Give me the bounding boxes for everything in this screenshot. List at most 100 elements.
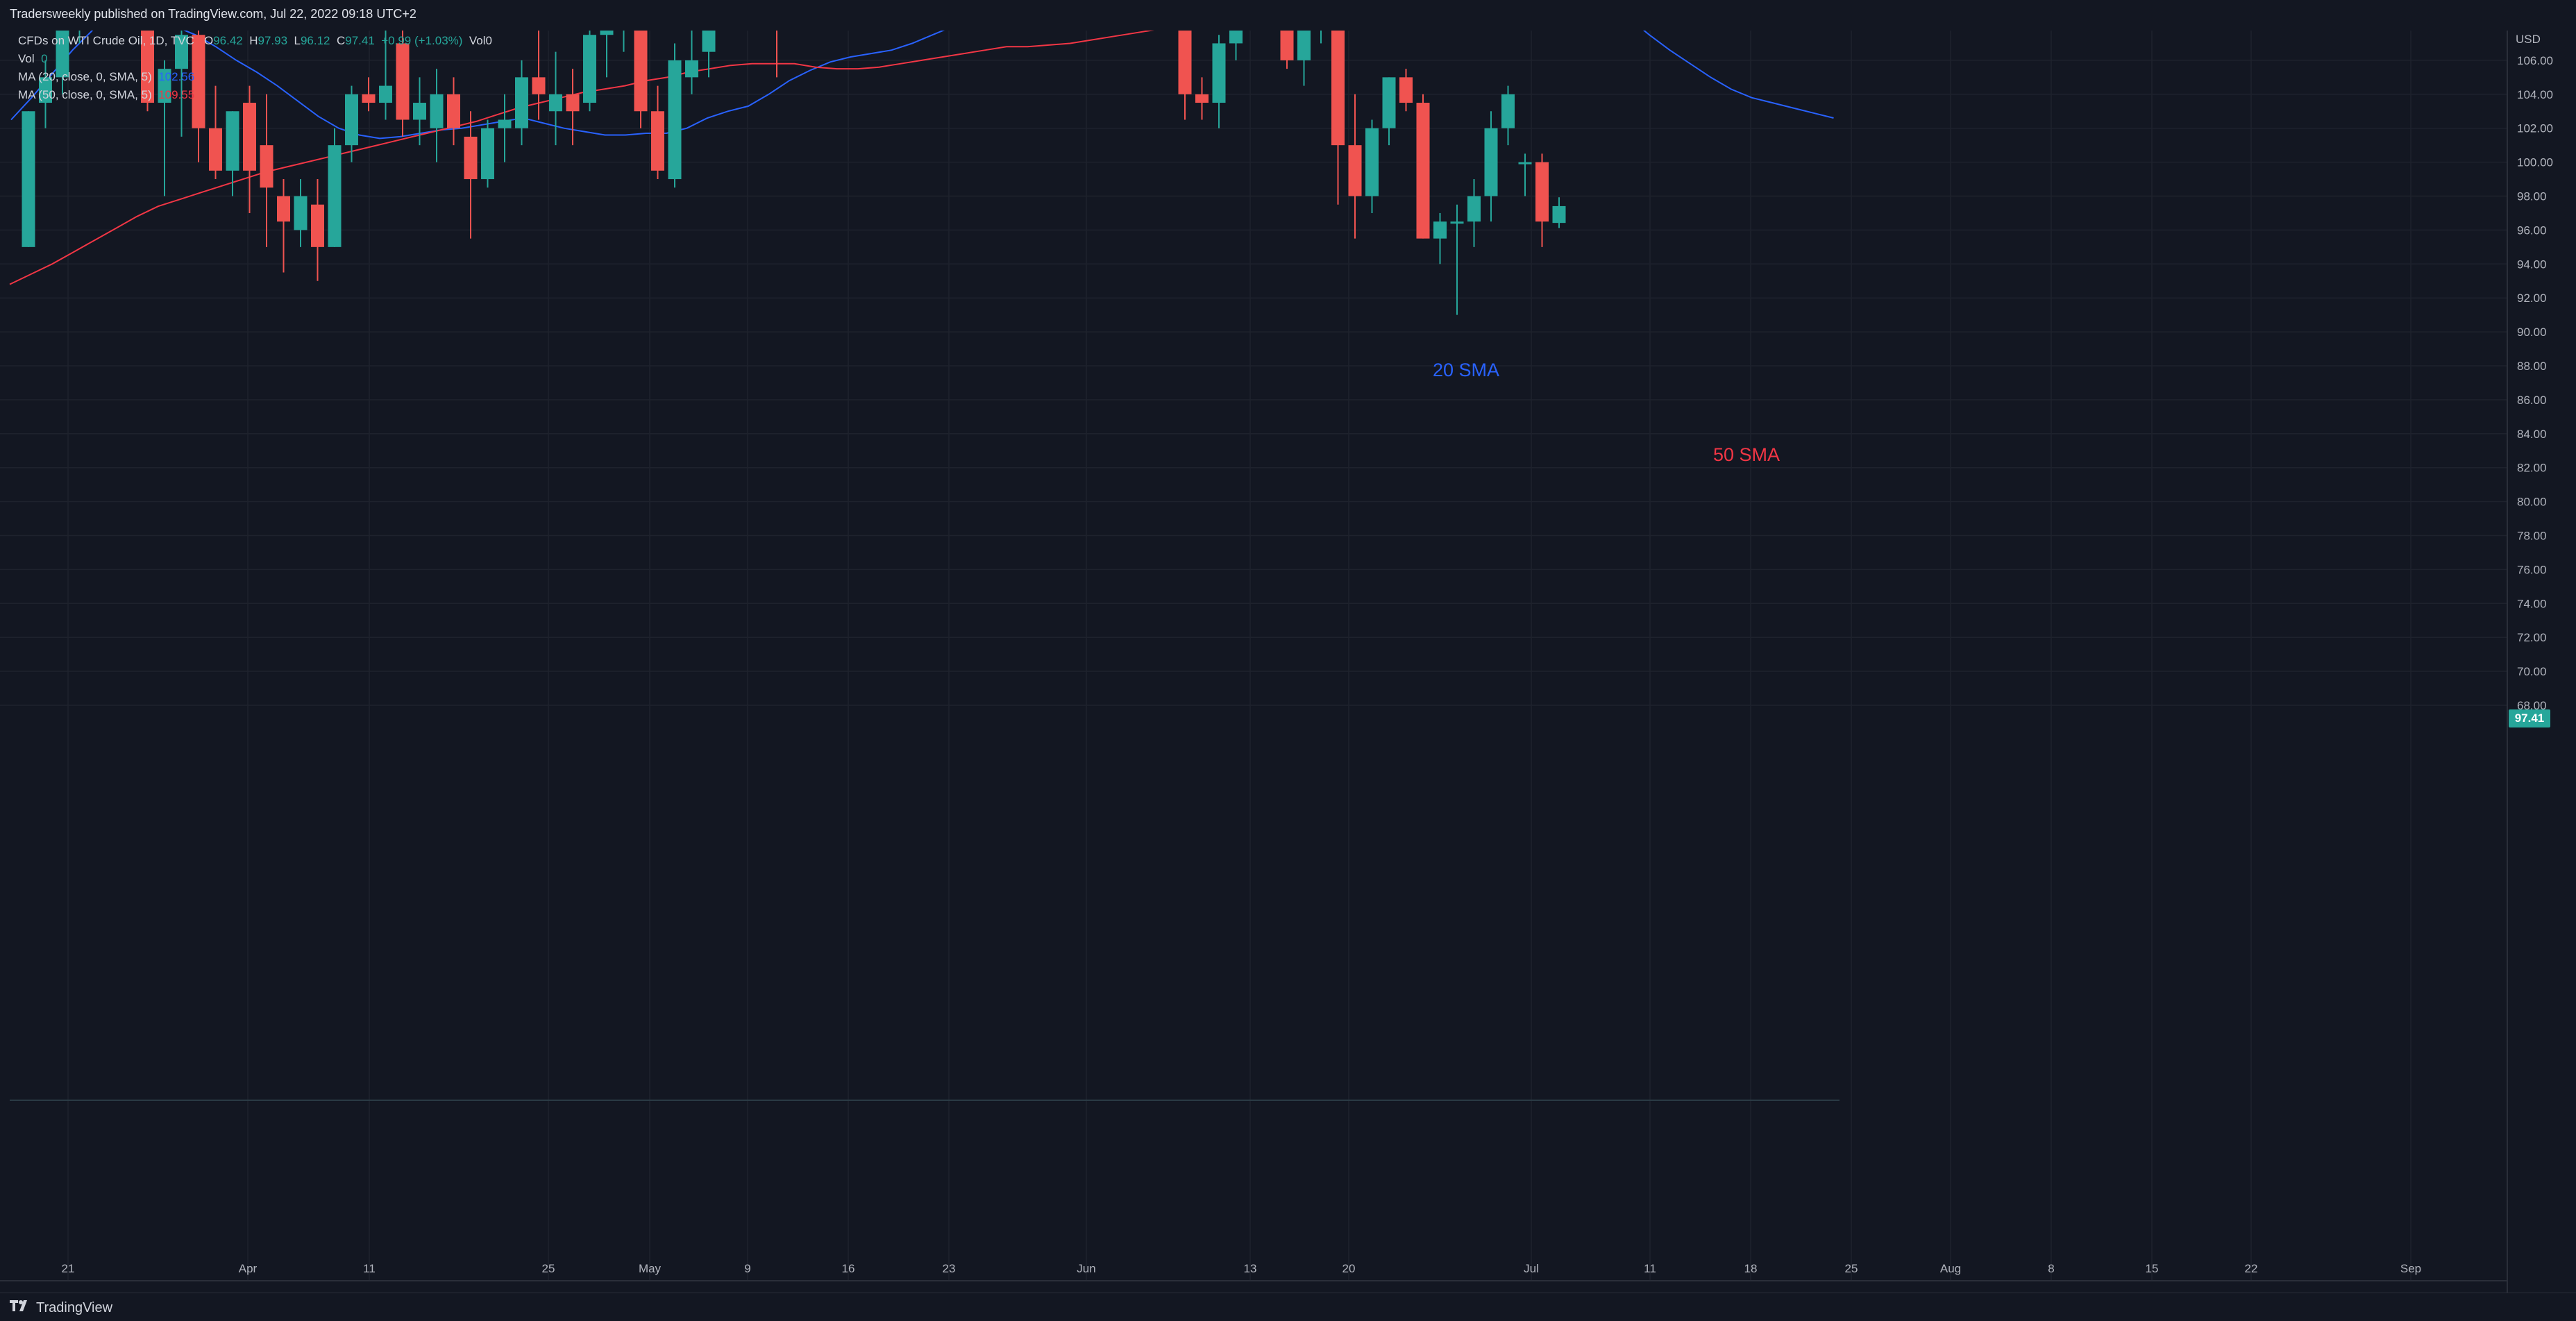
legend-vol-label: Vol xyxy=(18,52,35,65)
candle-body xyxy=(226,111,239,171)
candle[interactable] xyxy=(1229,31,1243,60)
candle-body xyxy=(39,77,52,103)
legend-ma50-row[interactable]: MA (50, close, 0, SMA, 5) 109.55 xyxy=(18,86,492,104)
candle[interactable] xyxy=(1467,179,1481,247)
tradingview-logo[interactable]: TradingView xyxy=(10,1299,112,1317)
candle[interactable] xyxy=(532,31,546,120)
price-tick-label: 86.00 xyxy=(2517,394,2547,407)
candle[interactable] xyxy=(39,60,52,128)
candle[interactable] xyxy=(175,31,188,137)
candle[interactable] xyxy=(651,85,664,180)
time-tick-label: 25 xyxy=(1845,1262,1858,1275)
time-axis[interactable]: 21 Apr 11 25 May 9 16 23 Jun 13 20 Jul 11 18 25 Aug 8 15 2… xyxy=(62,1262,2422,1275)
candle[interactable] xyxy=(396,31,410,137)
candle[interactable] xyxy=(685,31,698,94)
grid-lines xyxy=(0,31,2507,1281)
candle-body xyxy=(362,94,376,103)
candle[interactable] xyxy=(600,31,614,78)
candle-body xyxy=(209,128,222,171)
candle[interactable] xyxy=(294,179,308,247)
candle[interactable] xyxy=(1382,77,1396,146)
price-tick-label: 92.00 xyxy=(2517,292,2547,305)
candle-body xyxy=(22,111,35,247)
candle[interactable] xyxy=(1416,94,1430,239)
price-tick-label: 98.00 xyxy=(2517,190,2547,203)
candle[interactable] xyxy=(362,77,376,112)
candle[interactable] xyxy=(1280,31,1294,69)
candle[interactable] xyxy=(345,85,358,162)
candle[interactable] xyxy=(158,60,171,196)
candle[interactable] xyxy=(617,31,630,52)
candle[interactable] xyxy=(22,111,35,247)
candle[interactable] xyxy=(464,111,478,239)
legend-ma20-row[interactable]: MA (20, close, 0, SMA, 5) 102.56 xyxy=(18,68,492,86)
candle[interactable] xyxy=(498,94,512,162)
candle[interactable] xyxy=(141,31,154,112)
candle[interactable] xyxy=(771,31,784,78)
candle[interactable] xyxy=(1399,69,1413,112)
legend-ma20-label: MA (20, close, 0, SMA, 5) xyxy=(18,70,152,83)
candle-body xyxy=(651,111,664,171)
candle[interactable] xyxy=(668,43,682,188)
candle[interactable] xyxy=(1433,212,1447,264)
time-tick-label: 8 xyxy=(2048,1262,2054,1275)
time-tick-label: 16 xyxy=(842,1262,855,1275)
price-chart[interactable]: 68.00 70.00 72.00 74.00 76.00 78.00 80.00 82.00… xyxy=(0,31,2576,1293)
candle[interactable] xyxy=(634,31,648,128)
time-tick-label: May xyxy=(639,1262,662,1275)
candles[interactable] xyxy=(22,31,1566,315)
tradingview-brand-text: TradingView xyxy=(36,1299,113,1315)
candle[interactable] xyxy=(583,31,596,112)
publisher-bar: Tradersweekly published on TradingView.c… xyxy=(0,0,2576,31)
candle-body xyxy=(56,31,69,78)
candle[interactable] xyxy=(447,77,460,146)
candle-body xyxy=(1484,128,1498,196)
candle[interactable] xyxy=(1348,94,1362,239)
candle[interactable] xyxy=(379,31,392,120)
time-tick-label: Jul xyxy=(1524,1262,1539,1275)
candle[interactable] xyxy=(515,60,528,146)
time-tick-label: 11 xyxy=(1644,1262,1656,1275)
candle[interactable] xyxy=(1518,153,1532,196)
candle[interactable] xyxy=(702,31,716,78)
candle-body xyxy=(1416,103,1430,239)
legend-low: 96.12 xyxy=(300,34,330,47)
candle[interactable] xyxy=(1331,31,1345,205)
candle-body xyxy=(566,94,580,112)
legend-open-label: O xyxy=(203,34,214,47)
candle[interactable] xyxy=(209,85,222,180)
candle[interactable] xyxy=(549,51,562,146)
candle[interactable] xyxy=(566,69,580,146)
candle[interactable] xyxy=(192,31,205,162)
last-price-tag: 97.41 xyxy=(2509,709,2550,727)
candle-body xyxy=(1501,94,1515,128)
candle[interactable] xyxy=(1484,111,1498,222)
time-tick-label: 15 xyxy=(2146,1262,2159,1275)
candle[interactable] xyxy=(413,77,426,146)
legend-volume-row[interactable]: Vol 0 xyxy=(18,50,492,68)
candle[interactable] xyxy=(56,31,69,94)
candle[interactable] xyxy=(260,94,273,247)
candle[interactable] xyxy=(1315,31,1328,44)
candle-body xyxy=(498,119,512,128)
candle[interactable] xyxy=(1501,85,1515,146)
candle[interactable] xyxy=(1552,197,1566,228)
candle[interactable] xyxy=(1450,204,1464,315)
candle[interactable] xyxy=(1365,119,1379,213)
candle[interactable] xyxy=(243,85,256,213)
candle[interactable] xyxy=(1195,77,1209,120)
candle[interactable] xyxy=(430,69,444,162)
candle[interactable] xyxy=(1297,31,1311,86)
candle[interactable] xyxy=(1535,153,1549,247)
price-axis[interactable]: 68.00 70.00 72.00 74.00 76.00 78.00 80.00 82.00… xyxy=(2517,31,2553,712)
candle[interactable] xyxy=(311,179,324,281)
candle-body xyxy=(1280,31,1294,60)
candle[interactable] xyxy=(277,179,290,273)
price-tick-label: 88.00 xyxy=(2517,360,2547,373)
candle[interactable] xyxy=(328,128,342,247)
candle[interactable] xyxy=(226,111,239,196)
candle[interactable] xyxy=(481,119,494,188)
candle[interactable] xyxy=(1178,31,1192,120)
candle[interactable] xyxy=(1212,35,1226,128)
candle-body xyxy=(277,196,290,222)
